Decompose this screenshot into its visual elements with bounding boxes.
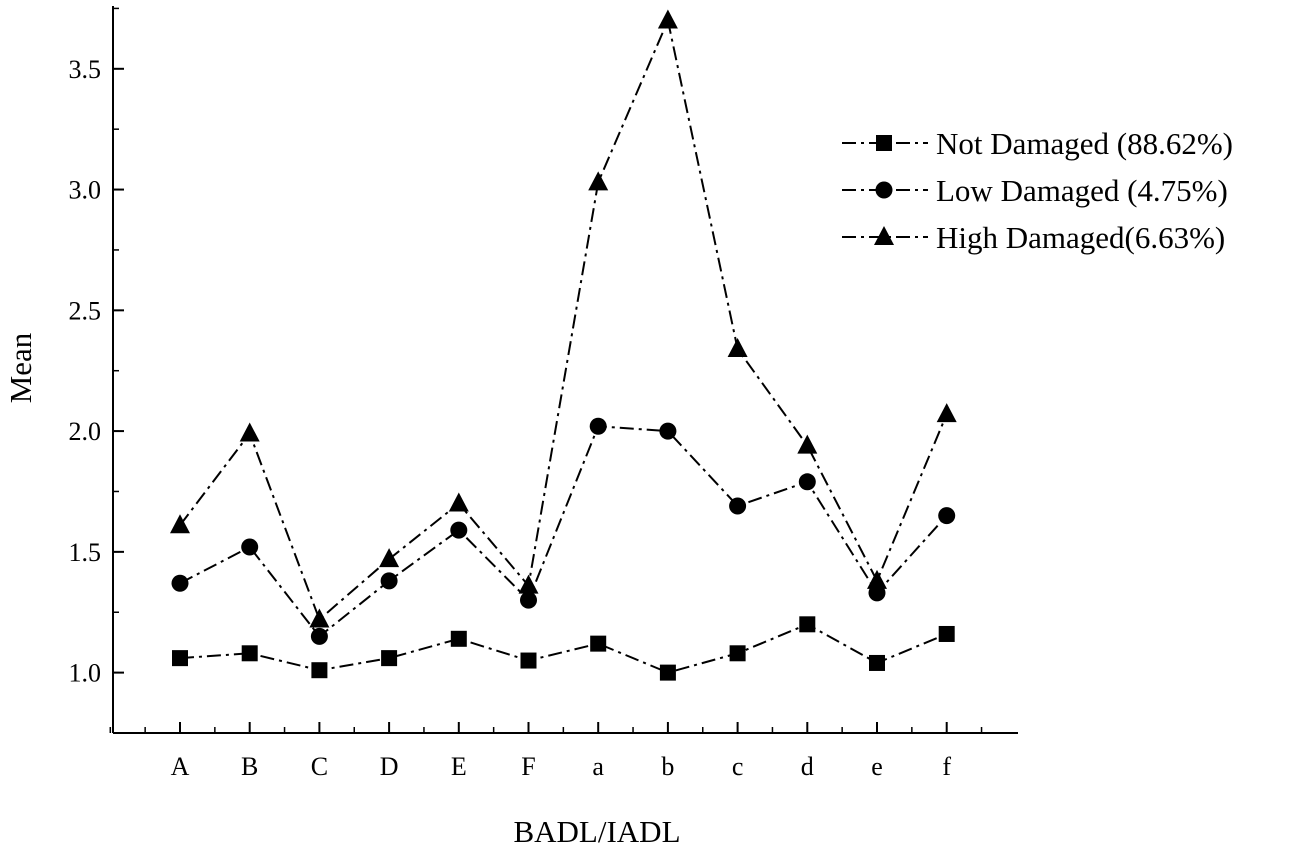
y-tick-label: 2.0 xyxy=(69,417,102,446)
data-point xyxy=(172,650,188,667)
data-point xyxy=(589,417,607,435)
y-tick-label: 1.5 xyxy=(69,538,102,567)
y-tick-label: 2.5 xyxy=(69,296,102,325)
axes xyxy=(109,6,1018,734)
x-tick-label: F xyxy=(521,752,535,781)
data-point xyxy=(729,645,746,662)
x-tick-label: f xyxy=(942,752,951,781)
x-tick-label: d xyxy=(801,752,814,781)
data-point xyxy=(239,422,260,442)
data-point xyxy=(799,616,816,633)
y-tick-label: 3.0 xyxy=(69,176,102,205)
data-point xyxy=(309,608,330,628)
data-point xyxy=(797,434,818,454)
data-point xyxy=(520,652,537,669)
data-point xyxy=(798,473,816,491)
x-tick-label: D xyxy=(380,752,399,781)
series-circle xyxy=(171,417,956,645)
data-point xyxy=(659,422,677,440)
x-tick-label: B xyxy=(241,752,258,781)
series-layer xyxy=(170,9,957,681)
x-tick-label: a xyxy=(592,752,604,781)
y-tick-labels: 1.0 1.5 2.0 2.5 3.0 3.5 xyxy=(69,55,102,688)
data-point xyxy=(381,650,398,667)
data-point xyxy=(588,171,609,191)
data-point xyxy=(520,591,537,609)
series-line xyxy=(179,623,948,674)
series-triangle xyxy=(170,9,957,628)
x-tick-label: b xyxy=(661,752,674,781)
legend-entry: High Damaged(6.63%) xyxy=(842,220,1225,255)
x-tick-label: A xyxy=(171,752,190,781)
x-axis-title: BADL/IADL xyxy=(513,814,680,846)
data-point xyxy=(310,627,328,645)
legend-label: Not Damaged (88.62%) xyxy=(936,126,1233,161)
data-point xyxy=(590,635,607,652)
data-point xyxy=(657,9,678,29)
data-point xyxy=(311,662,328,679)
legend-swatch-marker xyxy=(875,181,893,199)
data-point xyxy=(659,664,676,681)
legend-entry: Not Damaged (88.62%) xyxy=(842,126,1233,161)
y-axis-title: Mean xyxy=(3,332,38,403)
data-point xyxy=(936,403,957,423)
data-point xyxy=(171,574,189,592)
series-line xyxy=(179,17,948,622)
data-point xyxy=(450,521,468,539)
legend: Not Damaged (88.62%) Low Damaged (4.75%) H… xyxy=(842,126,1233,255)
legend-swatch-marker xyxy=(874,226,894,245)
legend-label: High Damaged(6.63%) xyxy=(936,220,1225,255)
data-point xyxy=(727,337,748,357)
data-point xyxy=(379,548,400,568)
data-point xyxy=(867,569,887,589)
x-tick-label: E xyxy=(451,752,467,781)
x-tick-label: c xyxy=(732,752,744,781)
data-point xyxy=(938,507,956,525)
data-point xyxy=(241,645,258,662)
data-point xyxy=(380,572,398,590)
x-tick-label: C xyxy=(311,752,328,781)
data-point xyxy=(869,654,885,671)
legend-swatch-marker xyxy=(876,135,892,151)
data-point xyxy=(450,630,467,647)
series-square xyxy=(172,616,955,681)
data-point xyxy=(448,492,469,512)
y-tick-label: 1.0 xyxy=(69,659,102,688)
y-tick-label: 3.5 xyxy=(69,55,102,84)
x-tick-label: e xyxy=(871,752,883,781)
legend-label: Low Damaged (4.75%) xyxy=(936,173,1228,208)
data-point xyxy=(241,538,259,556)
series-line xyxy=(179,425,948,638)
data-point xyxy=(170,514,190,534)
data-point xyxy=(518,574,539,594)
data-point xyxy=(938,625,955,642)
legend-entry: Low Damaged (4.75%) xyxy=(842,173,1228,208)
data-point xyxy=(729,497,747,515)
